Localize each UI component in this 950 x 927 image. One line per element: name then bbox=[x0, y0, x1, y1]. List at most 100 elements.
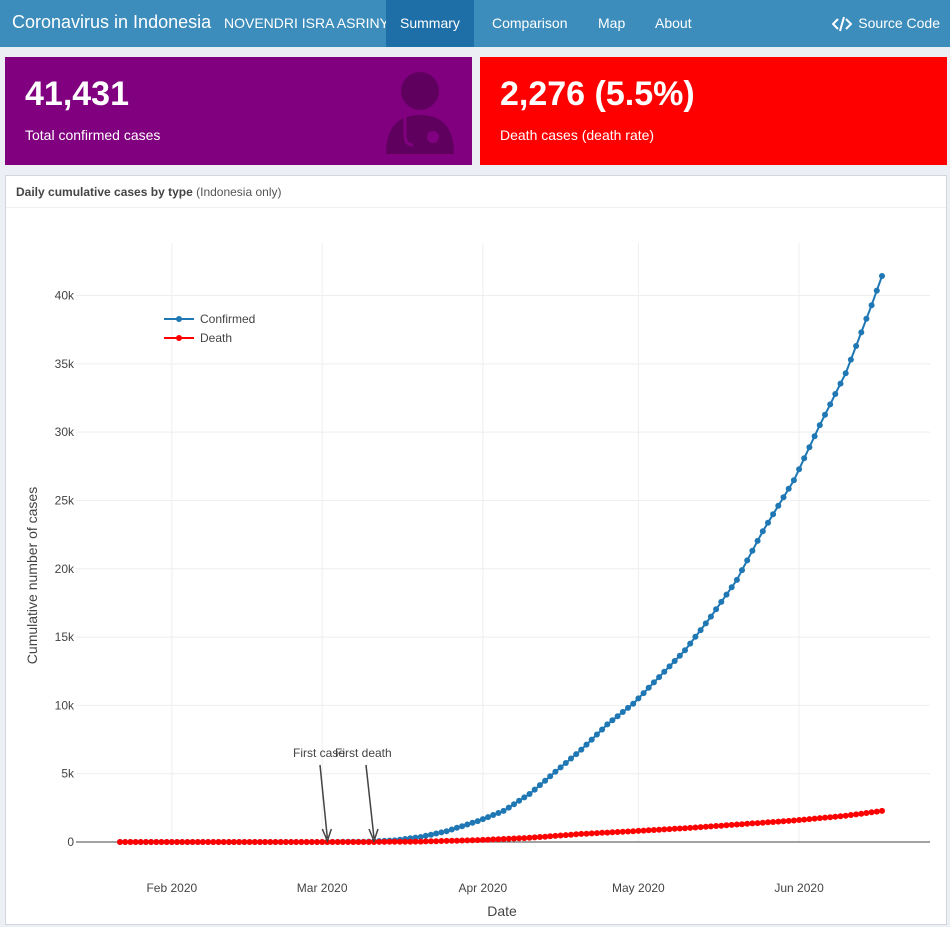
tab-map[interactable]: Map bbox=[598, 15, 626, 31]
tab-comparison[interactable]: Comparison bbox=[492, 15, 568, 31]
series-point-confirmed bbox=[692, 633, 699, 640]
series-point-death bbox=[215, 839, 222, 845]
cumulative-cases-chart[interactable]: Feb 2020 Mar 2020 Apr 2020 May 2020 Jun 2020… bbox=[6, 208, 946, 924]
series-point-death bbox=[453, 837, 460, 844]
series-point-confirmed bbox=[811, 433, 818, 440]
series-point-confirmed bbox=[516, 797, 523, 804]
series-point-death bbox=[630, 828, 637, 835]
series-point-confirmed bbox=[485, 814, 491, 821]
series-point-death bbox=[552, 832, 559, 839]
y-tick-label: 25k bbox=[55, 493, 75, 507]
series-point-death bbox=[137, 839, 144, 845]
series-point-death bbox=[775, 818, 782, 825]
series-point-confirmed bbox=[640, 690, 647, 697]
series-point-death bbox=[801, 816, 808, 823]
death-value: 2,276 (5.5%) bbox=[500, 75, 695, 113]
series-point-death bbox=[236, 839, 243, 845]
series-point-death bbox=[474, 837, 481, 844]
series-point-death bbox=[360, 839, 367, 845]
series-point-death bbox=[174, 839, 180, 845]
series-point-death bbox=[314, 839, 320, 845]
series-point-death bbox=[645, 827, 652, 834]
series-point-death bbox=[526, 834, 533, 841]
series-point-death bbox=[853, 811, 860, 818]
series-point-death bbox=[879, 807, 885, 814]
series-point-confirmed bbox=[588, 736, 595, 743]
series-point-confirmed bbox=[790, 477, 797, 484]
series-point-death bbox=[765, 819, 771, 826]
series-point-confirmed bbox=[879, 273, 885, 279]
series-point-death bbox=[495, 836, 502, 843]
series-point-death bbox=[593, 830, 600, 837]
series-point-death bbox=[210, 839, 217, 845]
series-point-death bbox=[702, 823, 709, 830]
series-point-death bbox=[796, 817, 803, 823]
series-point-confirmed bbox=[822, 411, 828, 418]
series-point-confirmed bbox=[547, 773, 554, 780]
source-code-link[interactable]: Source Code bbox=[831, 0, 940, 47]
series-point-confirmed bbox=[428, 831, 434, 838]
series-point-death bbox=[298, 839, 305, 845]
series-point-death bbox=[127, 839, 134, 845]
series-point-confirmed bbox=[593, 731, 600, 738]
tab-about[interactable]: About bbox=[655, 15, 692, 31]
series-point-death bbox=[666, 826, 673, 833]
series-point-confirmed bbox=[619, 709, 626, 715]
series-point-confirmed bbox=[630, 700, 637, 707]
series-point-death bbox=[381, 838, 388, 845]
series-point-confirmed bbox=[744, 557, 751, 564]
series-point-death bbox=[225, 839, 232, 845]
legend-marker bbox=[176, 316, 182, 322]
series-point-death bbox=[759, 819, 766, 826]
series-point-death bbox=[842, 812, 849, 819]
series-point-confirmed bbox=[614, 713, 621, 720]
source-code-label: Source Code bbox=[858, 15, 940, 31]
series-point-death bbox=[277, 839, 284, 845]
series-point-death bbox=[485, 836, 491, 843]
series-point-death bbox=[656, 826, 663, 833]
series-point-confirmed bbox=[666, 663, 673, 670]
app-title[interactable]: Coronavirus in Indonesia bbox=[12, 12, 212, 32]
series-point-death bbox=[521, 835, 528, 842]
series-point-confirmed bbox=[417, 834, 424, 840]
series-point-confirmed bbox=[713, 606, 720, 613]
series-point-death bbox=[682, 825, 688, 832]
series-point-confirmed bbox=[469, 819, 476, 826]
series-point-death bbox=[583, 830, 590, 837]
series-point-confirmed bbox=[583, 741, 590, 748]
x-tick-label: Mar 2020 bbox=[297, 881, 348, 895]
y-tick-label: 20k bbox=[55, 562, 75, 576]
legend-label: Confirmed bbox=[200, 312, 255, 326]
series-point-death bbox=[350, 839, 357, 845]
series-point-confirmed bbox=[464, 821, 471, 828]
series-point-confirmed bbox=[775, 502, 782, 509]
series-point-confirmed bbox=[707, 613, 714, 620]
series-point-death bbox=[148, 839, 155, 845]
series-point-confirmed bbox=[536, 782, 543, 789]
panel-title: Daily cumulative cases by type bbox=[16, 185, 193, 199]
series-point-confirmed bbox=[770, 511, 777, 518]
series-point-death bbox=[578, 830, 585, 837]
series-point-death bbox=[308, 839, 315, 845]
series-point-confirmed bbox=[702, 620, 709, 627]
series-point-confirmed bbox=[765, 519, 771, 526]
series-point-death bbox=[661, 826, 668, 833]
series-point-death bbox=[490, 836, 497, 843]
annotation-arrowhead bbox=[321, 828, 333, 844]
series-point-death bbox=[251, 839, 258, 845]
series-point-death bbox=[163, 839, 170, 845]
series-point-confirmed bbox=[625, 704, 631, 711]
series-point-death bbox=[547, 833, 554, 840]
series-point-death bbox=[816, 815, 823, 822]
series-point-death bbox=[785, 817, 792, 824]
series-point-confirmed bbox=[868, 302, 875, 309]
tab-summary[interactable]: Summary bbox=[386, 0, 474, 47]
series-point-death bbox=[625, 828, 631, 835]
series-point-death bbox=[822, 814, 828, 821]
series-point-death bbox=[536, 834, 543, 840]
series-point-confirmed bbox=[697, 627, 704, 634]
panel-title-note: (Indonesia only) bbox=[196, 185, 282, 199]
series-point-death bbox=[733, 821, 740, 828]
series-point-confirmed bbox=[521, 794, 528, 801]
series-point-death bbox=[303, 839, 310, 845]
